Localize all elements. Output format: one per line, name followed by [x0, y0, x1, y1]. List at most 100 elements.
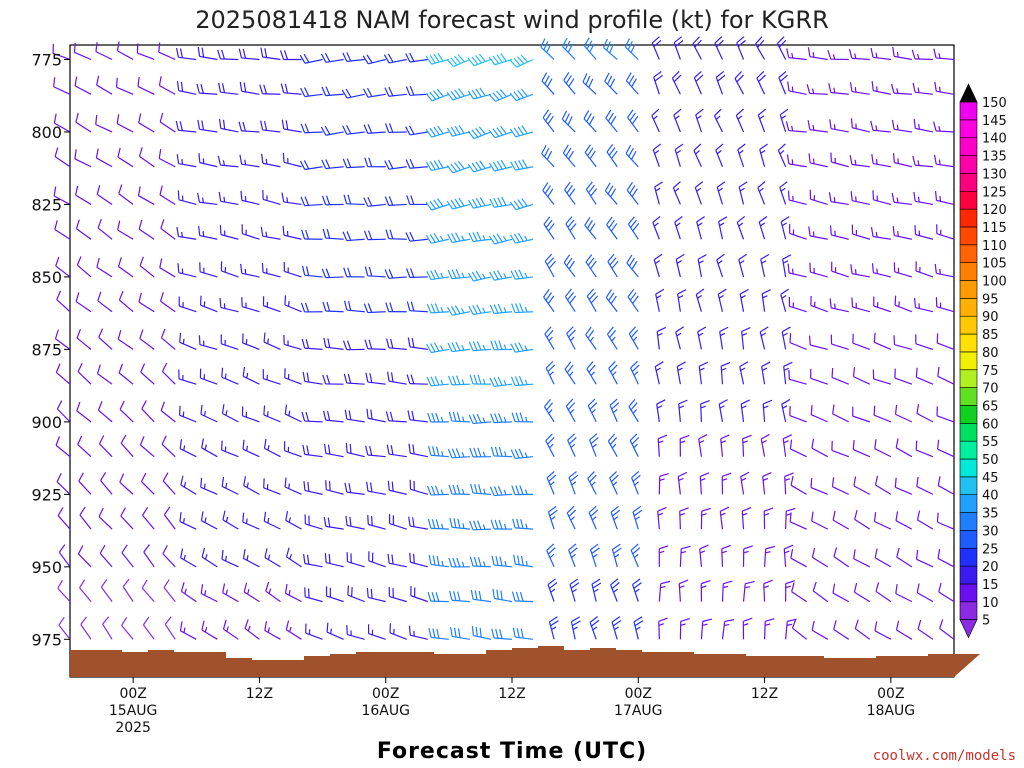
wind-barb-half-feather — [780, 187, 786, 192]
wind-barbs-layer — [52, 36, 955, 640]
wind-barb-feather — [163, 579, 170, 588]
wind-barb-stem — [810, 377, 828, 385]
wind-barb-feather — [76, 328, 81, 339]
wind-barb — [652, 215, 661, 240]
wind-barb — [548, 616, 559, 640]
wind-barb — [829, 119, 849, 133]
wind-barb-stem — [894, 128, 912, 133]
wind-barb-feather — [345, 88, 352, 98]
wind-barb — [678, 579, 689, 602]
wind-barb — [937, 549, 955, 568]
wind-barb-feather — [197, 46, 201, 57]
wind-barb-feather — [544, 75, 550, 85]
wind-barb-feather — [58, 616, 65, 626]
wind-barb-feather — [198, 335, 201, 345]
wind-barb-stem — [675, 331, 681, 350]
wind-barb-stem — [141, 481, 155, 495]
wind-barb — [163, 506, 176, 530]
wind-barb — [699, 544, 709, 567]
wind-barb-half-feather — [590, 371, 595, 377]
wind-barb-feather — [453, 518, 457, 528]
wind-barb — [653, 71, 663, 95]
wind-barb-half-feather — [483, 488, 486, 495]
wind-barb — [873, 296, 892, 313]
wind-barb — [777, 143, 787, 168]
wind-barb-stem — [656, 403, 660, 422]
wind-barb-feather — [587, 471, 595, 479]
wind-barb — [449, 517, 470, 530]
wind-barb-feather — [510, 376, 516, 386]
wind-barb — [633, 616, 644, 640]
wind-barb-stem — [583, 118, 597, 133]
wind-barb-stem — [541, 153, 555, 168]
wind-barb — [118, 184, 134, 205]
wind-barb-feather — [430, 303, 436, 313]
wind-barb-feather — [585, 181, 593, 190]
wind-barb-half-feather — [779, 150, 785, 155]
wind-barb-stem — [79, 587, 92, 603]
wind-barb — [488, 53, 513, 66]
wind-barb — [389, 623, 407, 640]
wind-barb-feather — [200, 511, 204, 521]
wind-barb — [405, 125, 428, 136]
wind-barb-stem — [389, 489, 407, 495]
wind-barb-stem — [936, 272, 955, 278]
wind-barb — [936, 512, 955, 530]
wind-barb — [736, 215, 746, 240]
wind-barb — [219, 118, 239, 133]
wind-barb-feather — [628, 147, 634, 157]
wind-barb-feather — [590, 543, 599, 551]
wind-barb-half-feather — [656, 295, 662, 299]
wind-barb-feather — [511, 303, 516, 313]
colorbar-swatch — [959, 155, 978, 174]
wind-barb-feather — [320, 126, 327, 136]
wind-barb-feather — [80, 616, 87, 625]
wind-barb-feather — [680, 617, 691, 622]
wind-barb-stem — [697, 331, 703, 350]
wind-barb-feather — [518, 269, 524, 279]
wind-barb-feather — [734, 71, 742, 79]
wind-barb — [509, 54, 534, 68]
wind-barb-feather — [471, 626, 474, 636]
wind-barb-half-feather — [481, 273, 486, 279]
wind-barb-feather — [561, 110, 568, 120]
wind-barb-stem — [494, 597, 513, 603]
wind-barb-half-feather — [222, 160, 226, 166]
wind-barb-half-feather — [441, 560, 444, 567]
wind-barb-stem — [936, 199, 955, 206]
wind-barb — [240, 263, 260, 278]
wind-barb-half-feather — [503, 307, 507, 313]
wind-barb — [386, 338, 407, 351]
wind-barb-feather — [322, 228, 327, 239]
wind-barb-feather — [387, 553, 390, 564]
wind-barb-feather — [321, 195, 327, 205]
wind-barb-stem — [589, 622, 597, 640]
wind-barb-feather — [368, 157, 373, 167]
wind-barb-feather — [427, 518, 432, 529]
wind-barb — [302, 444, 323, 458]
wind-barb — [300, 87, 323, 98]
wind-barb-feather — [427, 485, 432, 496]
wind-barb-stem — [242, 342, 260, 350]
wind-barb-half-feather — [184, 588, 187, 594]
wind-barb-feather — [675, 39, 684, 47]
wind-barb-half-feather — [204, 626, 208, 633]
colorbar-swatch — [959, 190, 978, 210]
wind-barb — [933, 154, 955, 168]
wind-barb-feather — [874, 475, 879, 486]
wind-barb-feather — [447, 233, 453, 243]
wind-barb-stem — [678, 583, 681, 602]
wind-barb-feather — [656, 399, 666, 405]
wind-barb-feather — [545, 433, 553, 442]
wind-barb — [222, 619, 239, 640]
wind-barb-stem — [830, 201, 849, 206]
wind-barb-stem — [676, 366, 681, 385]
wind-barb — [763, 579, 773, 602]
wind-barb — [408, 516, 428, 530]
wind-barb-half-feather — [875, 159, 878, 165]
wind-barb-feather — [426, 376, 432, 387]
wind-barb-feather — [833, 620, 837, 630]
wind-barb-stem — [545, 440, 555, 457]
wind-barb-half-feather — [722, 478, 728, 481]
wind-barb-half-feather — [461, 345, 465, 351]
